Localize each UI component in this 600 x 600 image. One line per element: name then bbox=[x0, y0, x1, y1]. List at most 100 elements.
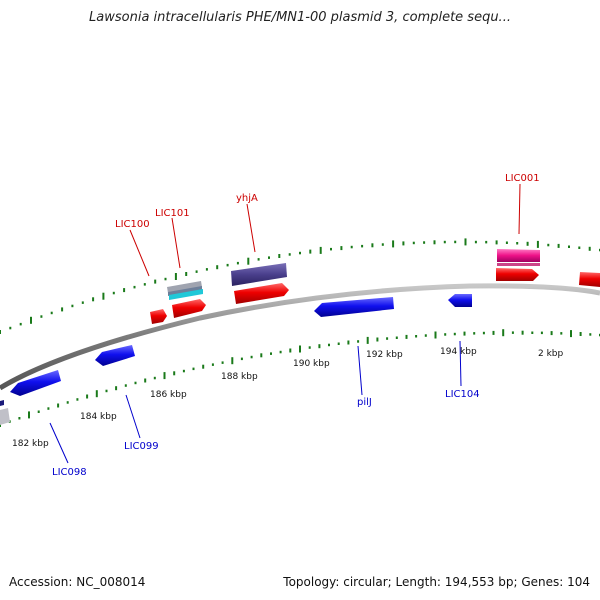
inner-gc-tick bbox=[124, 384, 127, 387]
inner-gc-tick bbox=[260, 353, 263, 358]
inner-gc-tick bbox=[434, 331, 437, 339]
outer-gc-tick bbox=[536, 240, 539, 248]
inner-gc-tick bbox=[211, 363, 214, 366]
label-lic104[interactable]: LIC104 bbox=[445, 389, 480, 400]
inner-gc-tick bbox=[0, 423, 1, 427]
gene-lic101-gray2[interactable] bbox=[168, 286, 202, 296]
outer-gc-tick bbox=[474, 240, 477, 244]
outer-gc-tick bbox=[216, 265, 219, 270]
outer-gc-tick bbox=[319, 246, 322, 254]
gene-right-edge-arrow[interactable] bbox=[579, 272, 600, 287]
inner-gc-tick bbox=[482, 331, 485, 335]
inner-gc-tick bbox=[37, 410, 40, 413]
outer-gc-tick bbox=[485, 240, 488, 244]
inner-gc-tick bbox=[105, 389, 108, 393]
outer-gc-tick bbox=[361, 244, 364, 248]
outer-gc-tick bbox=[205, 268, 208, 271]
outer-gc-tick bbox=[0, 330, 1, 334]
outer-gc-tick bbox=[309, 249, 312, 254]
outer-gc-tick bbox=[40, 315, 43, 318]
gene-yhja-purple[interactable] bbox=[231, 263, 287, 286]
gene-lic099-arrow[interactable] bbox=[95, 345, 135, 366]
outer-gc-tick bbox=[257, 258, 260, 261]
gene-left-edge-gray[interactable] bbox=[0, 408, 10, 425]
inner-gc-tick bbox=[550, 331, 553, 336]
label-yhja[interactable]: yhjA bbox=[236, 193, 258, 204]
position-tick-labels: 182 kbp 184 kbp 186 kbp 188 kbp 190 kbp … bbox=[12, 347, 564, 449]
outer-gc-tick bbox=[526, 241, 529, 246]
outer-gc-tick bbox=[454, 240, 457, 244]
inner-gc-tick bbox=[502, 329, 505, 337]
label-lic101[interactable]: LIC101 bbox=[155, 208, 190, 219]
gene-lic101-cyan[interactable] bbox=[169, 289, 203, 300]
label-leaders bbox=[49, 183, 521, 464]
gene-lic104-arrow[interactable] bbox=[448, 294, 472, 307]
outer-gc-tick bbox=[371, 243, 374, 248]
outer-gc-tick bbox=[288, 253, 291, 256]
gene-lic100-arrow[interactable] bbox=[150, 309, 167, 324]
gene-lic101-gray[interactable] bbox=[167, 281, 202, 293]
label-lic098[interactable]: LIC098 bbox=[52, 467, 87, 478]
inner-gc-tick bbox=[240, 357, 243, 361]
inner-gc-tick bbox=[328, 343, 330, 347]
outer-gc-tick bbox=[185, 272, 188, 276]
inner-gc-tick bbox=[560, 332, 563, 335]
label-lic100[interactable]: LIC100 bbox=[115, 219, 150, 230]
gene-yhja-arrow[interactable] bbox=[234, 283, 289, 304]
label-lic001[interactable]: LIC001 bbox=[505, 173, 540, 184]
reverse-genes[interactable] bbox=[0, 294, 472, 425]
tick-182kbp: 182 kbp bbox=[12, 439, 49, 449]
outer-gc-tick bbox=[174, 273, 177, 280]
outer-gc-tick bbox=[340, 246, 343, 251]
topology-summary: Topology: circular; Length: 194,553 bp; … bbox=[283, 575, 590, 589]
outer-gc-tick bbox=[102, 292, 105, 300]
inner-gc-tick bbox=[192, 367, 195, 371]
outer-gc-tick bbox=[143, 283, 146, 286]
inner-gc-tick bbox=[28, 411, 30, 419]
tick-188kbp: 188 kbp bbox=[221, 372, 258, 382]
map-title: Lawsonia intracellularis PHE/MN1-00 plas… bbox=[89, 10, 511, 25]
outer-gc-tick bbox=[278, 254, 281, 258]
inner-gc-tick bbox=[424, 334, 427, 337]
plasmid-backbone bbox=[0, 283, 600, 391]
outer-gc-tick bbox=[588, 246, 591, 251]
inner-gc-tick bbox=[511, 331, 514, 334]
gene-pilj-arrow[interactable] bbox=[314, 297, 394, 317]
inner-gc-tick bbox=[308, 346, 311, 349]
outer-gc-tick bbox=[412, 241, 415, 245]
gene-lic001-arrow[interactable] bbox=[496, 268, 539, 281]
inner-gc-tick bbox=[453, 332, 456, 336]
inner-gc-tick bbox=[95, 390, 98, 398]
outer-gc-tick bbox=[164, 277, 167, 281]
outer-gc-ticks bbox=[0, 238, 600, 334]
outer-gc-tick bbox=[71, 304, 74, 308]
gene-lic101-arrow[interactable] bbox=[172, 299, 206, 318]
outer-gc-tick bbox=[236, 261, 239, 265]
inner-gc-tick bbox=[444, 333, 447, 336]
accession-text: Accession: NC_008014 bbox=[9, 575, 146, 589]
gene-lic098-arrow[interactable] bbox=[10, 370, 61, 396]
outer-gc-tick bbox=[133, 285, 136, 289]
inner-gc-tick bbox=[57, 403, 60, 408]
inner-gc-tick bbox=[521, 330, 524, 335]
gene-lic001-pink[interactable] bbox=[497, 249, 540, 262]
reverse-gene-labels: LIC098 LIC099 pilJ LIC104 bbox=[52, 389, 480, 478]
outer-gc-tick bbox=[19, 322, 22, 326]
label-lic099[interactable]: LIC099 bbox=[124, 441, 159, 452]
outer-gc-tick bbox=[433, 240, 436, 245]
inner-gc-tick bbox=[337, 342, 340, 345]
outer-gc-tick bbox=[402, 241, 405, 246]
inner-gc-tick bbox=[492, 330, 495, 335]
outer-gc-tick bbox=[516, 242, 519, 245]
inner-gc-tick bbox=[250, 355, 253, 359]
gene-left-edge-navy[interactable] bbox=[0, 400, 4, 406]
outer-gc-tick bbox=[268, 256, 270, 259]
inner-gc-tick bbox=[134, 381, 137, 385]
label-pilj[interactable]: pilJ bbox=[357, 397, 372, 408]
tick-192kbp: 192 kbp bbox=[366, 350, 403, 360]
outer-gc-tick bbox=[247, 257, 250, 265]
inner-gc-tick bbox=[144, 378, 147, 383]
outer-gc-tick bbox=[350, 245, 353, 249]
tick-2kbp: 2 kbp bbox=[538, 349, 564, 359]
